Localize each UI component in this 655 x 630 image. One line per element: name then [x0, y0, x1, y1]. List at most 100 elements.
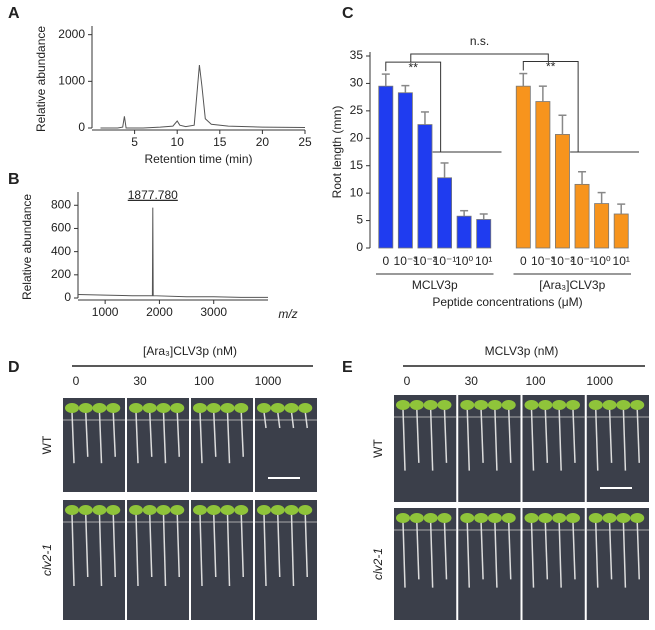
x-tick-label: 20: [256, 135, 270, 149]
root: [135, 411, 139, 464]
y-axis-label: Relative abundance: [34, 26, 48, 132]
cotyledon: [298, 403, 313, 413]
y-tick-label: 25: [350, 103, 364, 117]
column-label: 30: [133, 374, 147, 388]
cotyledon: [602, 513, 617, 523]
cotyledon: [193, 403, 207, 413]
cotyledon: [588, 513, 603, 523]
cotyledon: [234, 403, 249, 413]
cotyledon: [298, 505, 313, 515]
cotyledon: [487, 400, 502, 410]
cotyledon: [206, 505, 221, 515]
x-tick-label: 10: [171, 135, 185, 149]
cotyledon: [460, 400, 475, 410]
y-tick-label: 800: [51, 197, 71, 211]
y-axis-label: Relative abundance: [20, 194, 34, 300]
root: [558, 521, 562, 588]
x-tick-label: 10⁻²: [413, 254, 437, 268]
x-tick-label: 0: [520, 254, 527, 268]
x-tick-label: 10⁻¹: [433, 254, 457, 268]
root: [530, 521, 535, 588]
cotyledon: [65, 403, 79, 413]
cotyledon: [206, 403, 221, 413]
cotyledon: [588, 400, 603, 410]
cotyledon: [142, 505, 157, 515]
root: [507, 408, 512, 463]
cotyledon: [616, 513, 631, 523]
root: [226, 513, 231, 587]
bar: [397, 92, 413, 249]
sig-label: n.s.: [470, 34, 489, 48]
column-label: 30: [465, 374, 479, 388]
sig-label: **: [409, 60, 419, 74]
bar: [613, 213, 629, 249]
root: [226, 411, 231, 464]
sig-bracket: [522, 61, 639, 153]
cotyledon: [129, 403, 143, 413]
root: [290, 411, 295, 429]
root: [429, 408, 434, 471]
y-tick-label: 5: [356, 213, 363, 227]
peak-label: 1877.780: [128, 188, 178, 202]
cotyledon: [92, 505, 107, 515]
cotyledon: [538, 400, 553, 410]
x-tick-label: 10¹: [475, 254, 492, 268]
cotyledon: [552, 400, 567, 410]
root: [402, 521, 406, 588]
root: [622, 521, 627, 588]
cotyledon: [565, 400, 580, 410]
y-tick-label: 10: [350, 185, 364, 199]
cotyledon: [129, 505, 143, 515]
cotyledon: [78, 505, 93, 515]
cotyledon: [565, 513, 580, 523]
group-label: MCLV3p: [412, 278, 458, 292]
y-tick-label: 20: [350, 130, 364, 144]
sig-bracket: [385, 61, 502, 153]
cotyledon: [437, 513, 452, 523]
root: [85, 411, 89, 457]
x-axis-label: m/z: [278, 307, 297, 321]
cotyledon: [220, 505, 235, 515]
root: [443, 408, 448, 463]
bar: [456, 215, 472, 249]
bar: [574, 183, 590, 249]
root: [290, 513, 295, 587]
x-tick-label: 10⁰: [593, 254, 611, 268]
x-axis-label: Retention time (min): [144, 152, 252, 166]
column-label: 1000: [586, 374, 613, 388]
root: [71, 513, 75, 587]
bar: [515, 85, 531, 249]
x-tick-label: 1000: [92, 305, 119, 319]
cotyledon: [501, 400, 516, 410]
root: [636, 408, 640, 463]
root: [85, 513, 89, 578]
root: [240, 411, 244, 457]
root: [494, 521, 498, 588]
root: [443, 521, 448, 580]
root: [544, 521, 549, 580]
root: [402, 408, 406, 471]
cotyledon: [220, 403, 235, 413]
root: [277, 411, 281, 429]
group-label: [Ara₃]CLV3p: [539, 278, 605, 292]
root: [135, 513, 139, 587]
cotyledon: [142, 403, 157, 413]
panel-label: C: [342, 5, 354, 22]
bar: [535, 101, 551, 249]
cotyledon: [396, 513, 410, 523]
bar: [378, 85, 394, 249]
cotyledon: [78, 403, 93, 413]
y-tick-label: 2000: [58, 27, 85, 41]
cotyledon: [616, 400, 631, 410]
root: [240, 513, 244, 578]
column-label: 100: [194, 374, 214, 388]
root: [595, 408, 599, 471]
row-label: WT: [371, 439, 385, 458]
root: [544, 408, 549, 463]
cotyledon: [396, 400, 410, 410]
cotyledon: [106, 505, 121, 515]
x-tick-label: 25: [298, 135, 312, 149]
row-label: clv2-1: [371, 548, 385, 580]
root: [480, 408, 484, 463]
ns-bracket: [410, 53, 549, 63]
